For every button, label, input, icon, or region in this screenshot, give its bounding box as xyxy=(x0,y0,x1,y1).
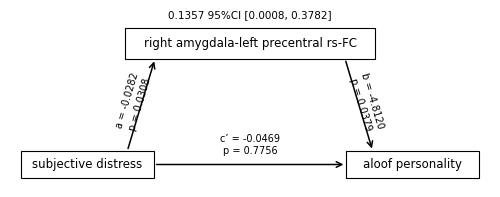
Text: c’ = -0.0469
p = 0.7756: c’ = -0.0469 p = 0.7756 xyxy=(220,134,280,156)
Bar xyxy=(21,151,154,178)
Text: b = -4.8120
p = 0.0379: b = -4.8120 p = 0.0379 xyxy=(348,72,386,134)
Text: aloof personality: aloof personality xyxy=(363,158,462,171)
Text: 0.1357 95%CI [0.0008, 0.3782]: 0.1357 95%CI [0.0008, 0.3782] xyxy=(168,10,332,20)
Text: subjective distress: subjective distress xyxy=(32,158,142,171)
Bar xyxy=(125,28,375,59)
Bar xyxy=(346,151,478,178)
Text: a = -0.0282
p = 0.0308: a = -0.0282 p = 0.0308 xyxy=(114,72,152,134)
Text: right amygdala-left precentral rs-FC: right amygdala-left precentral rs-FC xyxy=(144,37,356,50)
